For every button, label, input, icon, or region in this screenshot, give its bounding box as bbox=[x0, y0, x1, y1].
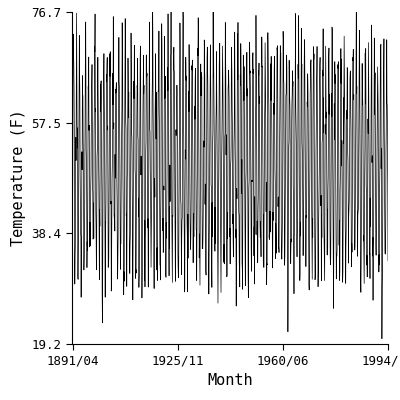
Y-axis label: Temperature (F): Temperature (F) bbox=[11, 110, 26, 246]
X-axis label: Month: Month bbox=[207, 373, 253, 388]
